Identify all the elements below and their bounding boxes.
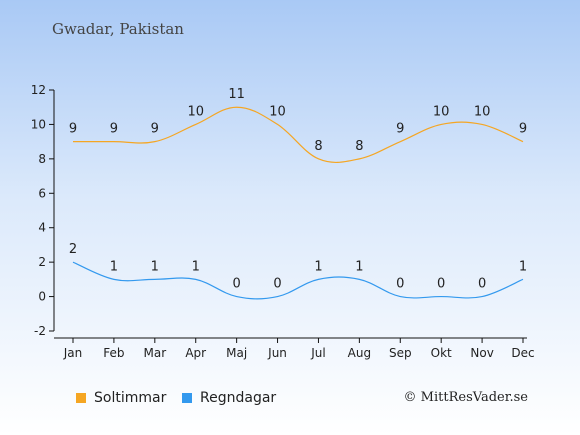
copyright-text: © MittResVader.se xyxy=(403,390,528,405)
x-tick-label: Nov xyxy=(470,346,493,360)
data-label-rain: 1 xyxy=(110,259,118,274)
data-label-rain: 1 xyxy=(519,259,527,274)
y-tick-label: -2 xyxy=(34,324,46,338)
x-tick-label: Okt xyxy=(431,346,452,360)
y-tick-label: 0 xyxy=(38,290,46,304)
legend-label-sun: Soltimmar xyxy=(94,390,167,406)
x-tick-label: Jun xyxy=(267,346,287,360)
y-tick-label: 2 xyxy=(38,255,46,269)
y-tick-label: 4 xyxy=(38,221,46,235)
data-label-sun: 8 xyxy=(314,139,322,154)
legend-item-sun: Soltimmar xyxy=(76,390,166,406)
data-label-sun: 11 xyxy=(228,87,245,102)
data-label-rain: 0 xyxy=(273,277,281,292)
x-tick-label: Aug xyxy=(348,346,371,360)
y-tick-label: 10 xyxy=(31,117,46,131)
legend-item-rain: Regndagar xyxy=(182,390,276,406)
data-label-sun: 9 xyxy=(151,122,159,137)
data-label-sun: 9 xyxy=(519,122,527,137)
y-tick-label: 12 xyxy=(31,83,46,97)
x-tick-label: Jan xyxy=(63,346,83,360)
series-line-rain xyxy=(72,261,524,300)
data-label-rain: 1 xyxy=(151,259,159,274)
data-label-sun: 10 xyxy=(474,104,491,119)
x-tick-label: Sep xyxy=(389,346,412,360)
data-label-sun: 9 xyxy=(69,122,77,137)
data-label-sun: 9 xyxy=(396,122,404,137)
data-label-rain: 1 xyxy=(192,259,200,274)
legend-swatch-rain xyxy=(182,393,192,403)
x-tick-label: Jul xyxy=(310,346,325,360)
data-label-rain: 2 xyxy=(69,242,77,257)
data-label-sun: 10 xyxy=(433,104,450,119)
series-line-sun xyxy=(73,106,524,163)
data-label-rain: 0 xyxy=(232,277,240,292)
x-tick-label: Apr xyxy=(185,346,206,360)
data-label-rain: 0 xyxy=(437,277,445,292)
data-label-rain: 0 xyxy=(396,277,404,292)
x-tick-label: Mar xyxy=(143,346,166,360)
data-label-sun: 9 xyxy=(110,122,118,137)
legend-label-rain: Regndagar xyxy=(200,390,277,406)
data-label-sun: 10 xyxy=(187,104,204,119)
data-label-sun: 8 xyxy=(355,139,363,154)
chart-title: Gwadar, Pakistan xyxy=(52,20,184,38)
x-tick-label: Dec xyxy=(511,346,534,360)
data-label-rain: 1 xyxy=(314,259,322,274)
data-label-sun: 10 xyxy=(269,104,286,119)
data-label-rain: 1 xyxy=(355,259,363,274)
x-tick-label: Feb xyxy=(103,346,124,360)
y-tick-label: 6 xyxy=(38,186,46,200)
data-label-rain: 0 xyxy=(478,277,486,292)
y-tick-label: 8 xyxy=(38,152,46,166)
legend-swatch-sun xyxy=(76,393,86,403)
x-tick-label: Maj xyxy=(226,346,247,360)
